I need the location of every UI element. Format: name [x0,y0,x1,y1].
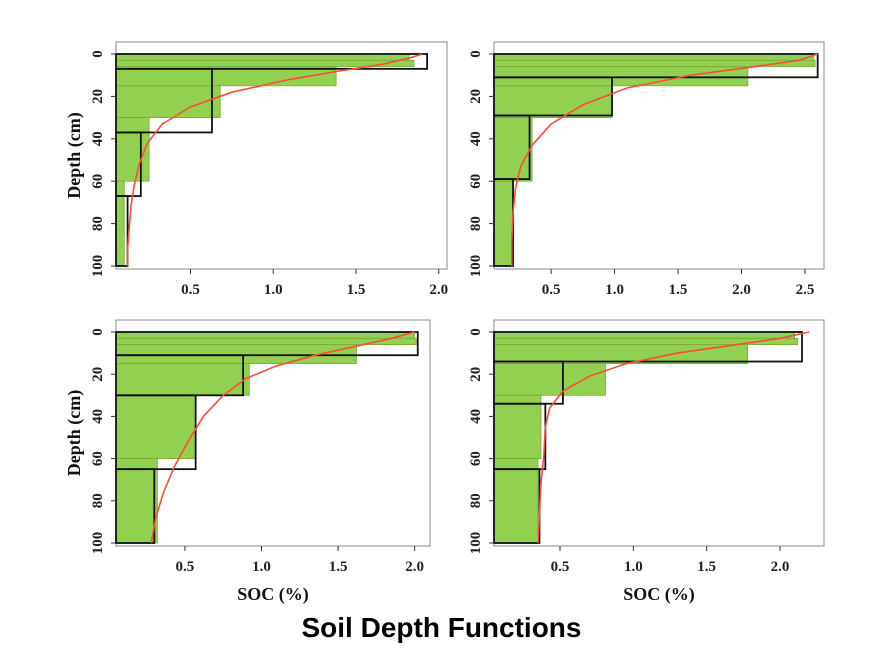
y-tick-label: 80 [468,493,484,508]
y-tick-label: 80 [468,216,484,231]
y-tick-label: 0 [468,328,484,336]
bar [115,53,410,61]
x-tick-label: 2.0 [429,282,448,298]
x-tick-label: 1.5 [347,282,366,298]
y-axis-label: Depth (cm) [64,390,85,476]
bar [493,85,613,119]
y-tick-label: 40 [90,409,106,424]
x-tick-label: 0.5 [551,559,570,575]
y-tick-label: 40 [468,131,484,146]
x-axis-label: SOC (%) [237,584,309,605]
x-tick-label: 2.0 [732,282,751,298]
bar [115,458,158,544]
bar [493,53,815,61]
bar [115,363,250,396]
y-tick-label: 40 [468,409,484,424]
x-tick-label: 2.5 [796,282,815,298]
y-tick-label: 20 [468,367,484,382]
x-tick-label: 1.5 [697,559,716,575]
x-tick-label: 1.0 [605,282,624,298]
step-box [115,67,213,134]
y-tick-label: 60 [468,174,484,189]
panel-bottom-right: 0 20 40 60 80 100 0.5 1.0 1.5 2.0 SOC (%) [468,319,825,605]
y-tick-label: 60 [468,451,484,466]
x-tick-label: 0.5 [176,559,195,575]
bar [115,394,197,459]
y-tick-label: 100 [90,255,106,278]
bar [493,66,749,87]
panel-top-left: 0 20 40 60 80 100 0.5 1.0 1.5 2.0 Depth (cm) [64,41,448,298]
bar [493,337,799,346]
bar [493,363,606,396]
bar [115,331,416,339]
panel-bottom-left: 0 20 40 60 80 100 0.5 1.0 1.5 2.0 Depth (cm) SOC (%… [64,319,431,605]
x-tick-label: 1.5 [669,282,688,298]
y-tick-label: 0 [90,50,106,58]
bar [115,180,125,267]
x-tick-label: 1.0 [624,559,643,575]
step-box [115,468,156,544]
y-tick-label: 80 [90,493,106,508]
y-tick-label: 60 [90,451,106,466]
bar [115,85,221,119]
bar [493,117,533,182]
y-tick-label: 100 [468,532,484,555]
depth-function-curve [150,331,415,544]
y-tick-label: 20 [90,367,106,382]
y-tick-label: 0 [468,50,484,58]
y-tick-label: 20 [90,89,106,104]
x-tick-label: 2.0 [405,559,424,575]
bar [493,59,816,68]
bar [493,331,796,339]
x-tick-label: 0.5 [181,282,200,298]
step-box [493,53,819,79]
depth-function-curve [510,53,818,266]
depth-function-curve [537,331,810,544]
panel-top-right: 0 20 40 60 80 100 0.5 1.0 1.5 2.0 2.5 [468,41,825,298]
bar [115,337,417,346]
figure-title: Soil Depth Functions [301,612,582,643]
x-tick-label: 1.0 [252,559,271,575]
y-tick-label: 80 [90,216,106,231]
x-tick-label: 1.5 [329,559,348,575]
depth-function-curve [126,53,423,266]
x-tick-label: 0.5 [542,282,561,298]
x-tick-label: 1.0 [264,282,283,298]
step-box [115,331,419,357]
step-box [493,331,803,363]
y-tick-label: 20 [468,89,484,104]
y-tick-label: 100 [468,255,484,278]
step-box [115,53,429,70]
step-box [115,195,129,267]
y-tick-label: 40 [90,131,106,146]
y-axis-label: Depth (cm) [64,112,85,198]
y-tick-label: 0 [90,328,106,336]
bar [493,180,514,267]
bar [493,394,542,459]
x-tick-label: 2.0 [771,559,790,575]
y-tick-label: 100 [90,532,106,555]
step-box [115,394,197,471]
y-tick-label: 60 [90,174,106,189]
x-axis-label: SOC (%) [623,584,695,605]
bar [493,458,539,544]
